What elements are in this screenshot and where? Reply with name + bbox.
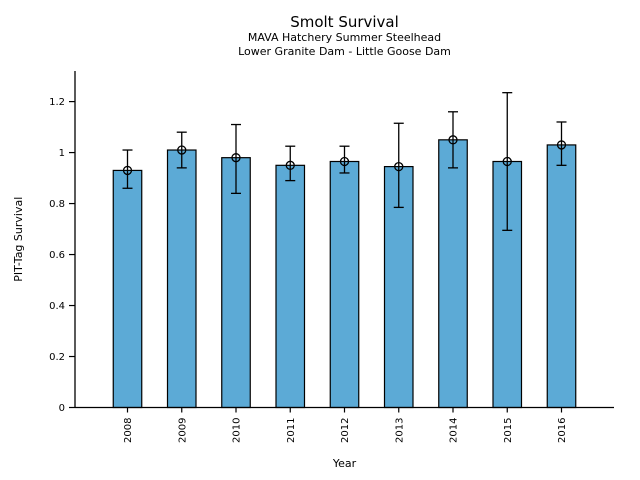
x-tick-label-2012: 2012 [340, 418, 351, 443]
x-tick-label-2014: 2014 [449, 418, 460, 443]
bar-2008 [112, 169, 143, 409]
x-tick-label-2013: 2013 [394, 418, 405, 443]
point-marker-2013 [394, 161, 404, 172]
point-marker-2008 [122, 165, 133, 176]
x-tick-label-2015: 2015 [503, 418, 514, 443]
point-marker-2009 [177, 145, 187, 155]
y-tick-label-1.2: 1.2 [49, 97, 65, 108]
x-tick-label-2010: 2010 [232, 418, 243, 443]
bar-2010 [221, 157, 251, 409]
x-axis-label: Year [332, 457, 357, 470]
y-tick-label-0.4: 0.4 [49, 301, 65, 312]
point-marker-2010 [231, 153, 241, 163]
bar-2011 [275, 164, 306, 409]
y-tick-label-0.6: 0.6 [49, 250, 65, 261]
x-tick-label-2011: 2011 [286, 418, 297, 443]
y-tick-label-1: 1 [59, 148, 65, 159]
bar-2014 [438, 139, 468, 409]
x-tick-label-2016: 2016 [557, 418, 568, 443]
point-marker-2016 [556, 140, 567, 150]
point-marker-2014 [448, 135, 458, 145]
point-marker-2011 [285, 160, 295, 170]
y-tick-label-0: 0 [59, 403, 65, 414]
y-tick-label-0.8: 0.8 [49, 199, 65, 210]
point-marker-2012 [339, 156, 350, 167]
y-axis-label: PIT-Tag Survival [12, 197, 25, 282]
bar-2009 [166, 149, 197, 409]
bar-2016 [546, 144, 577, 409]
x-tick-label-2008: 2008 [123, 418, 134, 443]
point-marker-2015 [502, 156, 512, 167]
bar-2012 [329, 160, 360, 409]
y-tick-label-0.2: 0.2 [49, 352, 65, 363]
x-tick-label-2009: 2009 [177, 418, 188, 443]
